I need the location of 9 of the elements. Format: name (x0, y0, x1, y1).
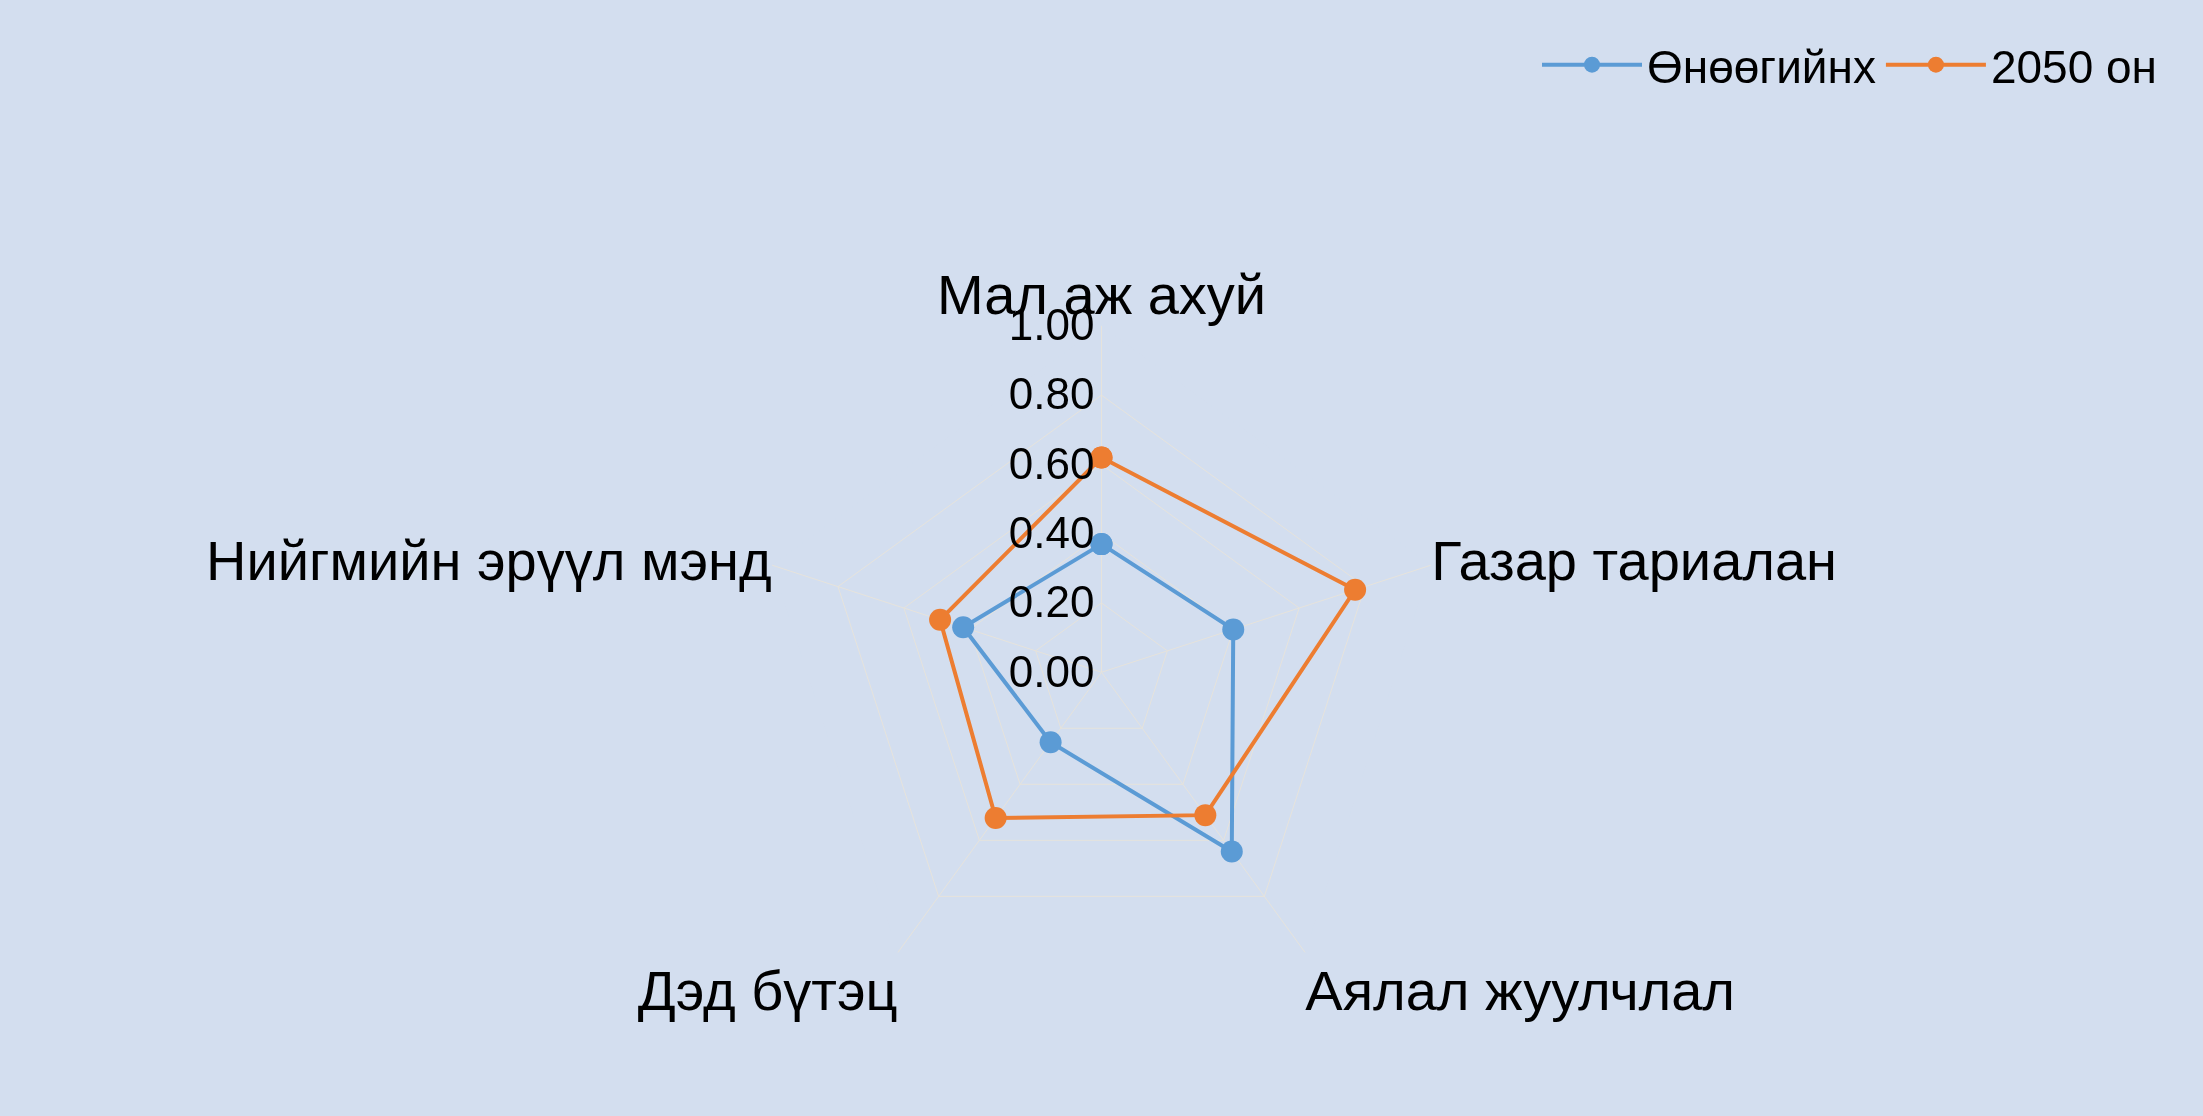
spoke-label: Нийгмийн эрүүл мэнд (206, 529, 772, 593)
y-tick-label: 0.00 (1008, 646, 1095, 696)
y-tick-label: 0.80 (1008, 369, 1095, 419)
legend-label: 2050 он (1990, 40, 2158, 93)
legend-label: Өнөөгийнх (1647, 40, 1876, 93)
spoke-label: Дэд бүтэц (637, 958, 898, 1022)
y-tick-label: 0.20 (1008, 577, 1095, 627)
spoke-label: Аялал жуулчлал (1305, 958, 1736, 1022)
spoke-label: Газар тариалан (1431, 529, 1838, 593)
